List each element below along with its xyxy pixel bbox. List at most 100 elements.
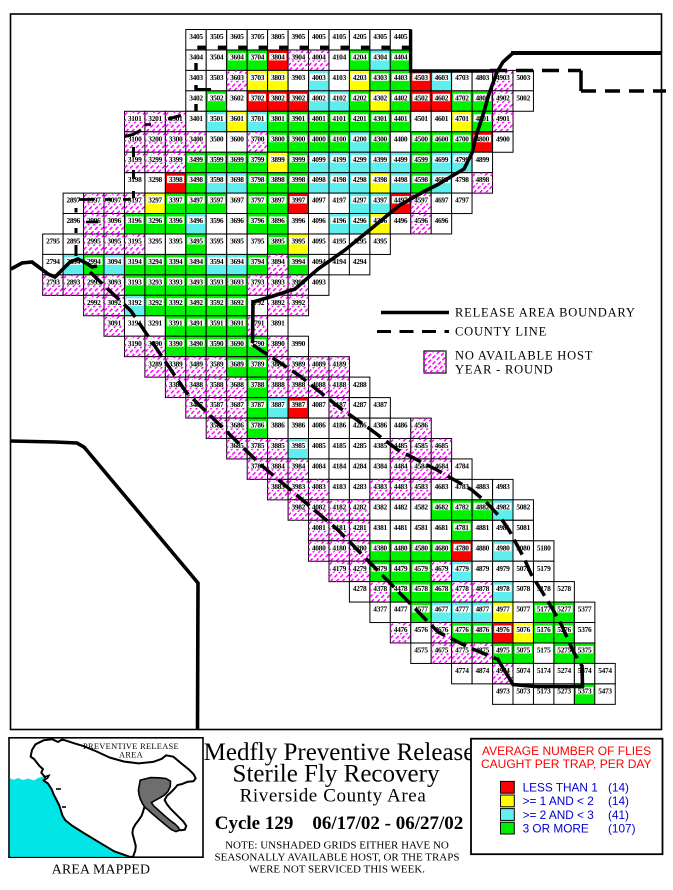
svg-text:(14): (14) xyxy=(608,794,629,808)
svg-text:4798: 4798 xyxy=(455,175,469,184)
svg-text:3702: 3702 xyxy=(251,93,265,102)
svg-text:>= 2 AND < 3: >= 2 AND < 3 xyxy=(523,808,595,822)
svg-text:3499: 3499 xyxy=(189,155,203,164)
svg-text:3689: 3689 xyxy=(230,359,244,368)
svg-text:3395: 3395 xyxy=(169,237,183,246)
svg-text:3699: 3699 xyxy=(230,155,244,164)
svg-text:4184: 4184 xyxy=(332,462,346,471)
svg-text:5375: 5375 xyxy=(578,646,592,655)
svg-text:3293: 3293 xyxy=(148,278,162,287)
svg-text:3405: 3405 xyxy=(189,32,203,41)
svg-text:3591: 3591 xyxy=(210,318,224,327)
svg-text:3686: 3686 xyxy=(230,421,244,430)
svg-text:5273: 5273 xyxy=(557,687,571,696)
svg-text:3588: 3588 xyxy=(210,380,224,389)
svg-text:4299: 4299 xyxy=(353,155,367,164)
svg-text:3989: 3989 xyxy=(292,359,306,368)
svg-text:4477: 4477 xyxy=(394,605,408,614)
svg-text:4383: 4383 xyxy=(373,482,387,491)
svg-text:3496: 3496 xyxy=(189,216,203,225)
svg-text:WERE NOT SERVICED THIS WEEK.: WERE NOT SERVICED THIS WEEK. xyxy=(249,864,425,876)
svg-text:Riverside County Area: Riverside County Area xyxy=(240,786,427,807)
svg-text:5081: 5081 xyxy=(516,523,530,532)
svg-text:4879: 4879 xyxy=(476,564,490,573)
svg-text:3887: 3887 xyxy=(271,400,285,409)
svg-text:5082: 5082 xyxy=(516,502,530,511)
svg-text:4478: 4478 xyxy=(394,584,408,593)
svg-text:3393: 3393 xyxy=(169,278,183,287)
svg-text:4803: 4803 xyxy=(476,73,490,82)
svg-text:4581: 4581 xyxy=(414,523,428,532)
svg-text:4080: 4080 xyxy=(312,543,326,552)
svg-text:3695: 3695 xyxy=(230,237,244,246)
svg-text:3596: 3596 xyxy=(210,216,224,225)
svg-text:YEAR - ROUND: YEAR - ROUND xyxy=(455,363,554,377)
svg-text:3093: 3093 xyxy=(107,278,121,287)
svg-text:3993: 3993 xyxy=(292,278,306,287)
svg-text:3997: 3997 xyxy=(292,196,306,205)
svg-text:4094: 4094 xyxy=(312,257,326,266)
svg-text:4000: 4000 xyxy=(312,134,326,143)
svg-text:3694: 3694 xyxy=(230,257,244,266)
svg-text:3998: 3998 xyxy=(292,175,306,184)
svg-text:4981: 4981 xyxy=(496,523,510,532)
svg-text:4096: 4096 xyxy=(312,216,326,225)
svg-text:4398: 4398 xyxy=(373,175,387,184)
svg-text:5275: 5275 xyxy=(557,646,571,655)
svg-text:3604: 3604 xyxy=(230,53,244,62)
svg-text:4089: 4089 xyxy=(312,359,326,368)
svg-text:3595: 3595 xyxy=(210,237,224,246)
svg-text:RELEASE AREA BOUNDARY: RELEASE AREA BOUNDARY xyxy=(455,306,636,320)
svg-text:3796: 3796 xyxy=(251,216,265,225)
svg-text:3598: 3598 xyxy=(210,175,224,184)
svg-text:3290: 3290 xyxy=(148,339,162,348)
svg-text:3985: 3985 xyxy=(292,441,306,450)
svg-text:3490: 3490 xyxy=(189,339,203,348)
svg-text:3587: 3587 xyxy=(210,400,224,409)
svg-text:3793: 3793 xyxy=(251,278,265,287)
svg-text:4099: 4099 xyxy=(312,155,326,164)
svg-text:3986: 3986 xyxy=(292,421,306,430)
svg-text:4181: 4181 xyxy=(332,523,346,532)
svg-text:4597: 4597 xyxy=(414,196,428,205)
svg-text:4200: 4200 xyxy=(353,134,367,143)
svg-text:3900: 3900 xyxy=(292,134,306,143)
svg-text:4379: 4379 xyxy=(373,564,387,573)
svg-text:5174: 5174 xyxy=(537,666,551,675)
svg-text:3300: 3300 xyxy=(169,134,183,143)
svg-text:4976: 4976 xyxy=(496,625,510,634)
svg-text:4286: 4286 xyxy=(353,421,367,430)
svg-text:4188: 4188 xyxy=(332,380,346,389)
svg-text:4101: 4101 xyxy=(332,114,346,123)
svg-text:4603: 4603 xyxy=(435,73,449,82)
svg-text:3201: 3201 xyxy=(148,114,162,123)
svg-text:4577: 4577 xyxy=(414,605,428,614)
svg-text:3605: 3605 xyxy=(230,32,244,41)
svg-text:4196: 4196 xyxy=(332,216,346,225)
svg-text:4185: 4185 xyxy=(332,441,346,450)
svg-text:3586: 3586 xyxy=(210,421,224,430)
svg-text:3992: 3992 xyxy=(292,298,306,307)
svg-text:3983: 3983 xyxy=(292,482,306,491)
svg-text:4702: 4702 xyxy=(455,93,469,102)
svg-text:4877: 4877 xyxy=(476,605,490,614)
svg-text:3491: 3491 xyxy=(189,318,203,327)
svg-text:4598: 4598 xyxy=(414,175,428,184)
svg-text:4397: 4397 xyxy=(373,196,387,205)
svg-text:4380: 4380 xyxy=(373,543,387,552)
svg-text:4201: 4201 xyxy=(353,114,367,123)
svg-text:COUNTY LINE: COUNTY LINE xyxy=(455,325,547,339)
svg-text:3298: 3298 xyxy=(148,175,162,184)
svg-text:4681: 4681 xyxy=(435,523,449,532)
svg-text:3797: 3797 xyxy=(251,196,265,205)
svg-text:3898: 3898 xyxy=(271,175,285,184)
svg-text:AREA MAPPED: AREA MAPPED xyxy=(52,862,150,877)
svg-text:SEASONALLY AVAILABLE HOST, OR: SEASONALLY AVAILABLE HOST, OR THE TRAPS xyxy=(214,852,459,864)
svg-text:3688: 3688 xyxy=(230,380,244,389)
svg-text:3704: 3704 xyxy=(251,53,265,62)
svg-text:4875: 4875 xyxy=(476,646,490,655)
svg-text:4382: 4382 xyxy=(373,502,387,511)
svg-text:5073: 5073 xyxy=(516,687,530,696)
svg-text:3803: 3803 xyxy=(271,73,285,82)
svg-text:5278: 5278 xyxy=(557,584,571,593)
